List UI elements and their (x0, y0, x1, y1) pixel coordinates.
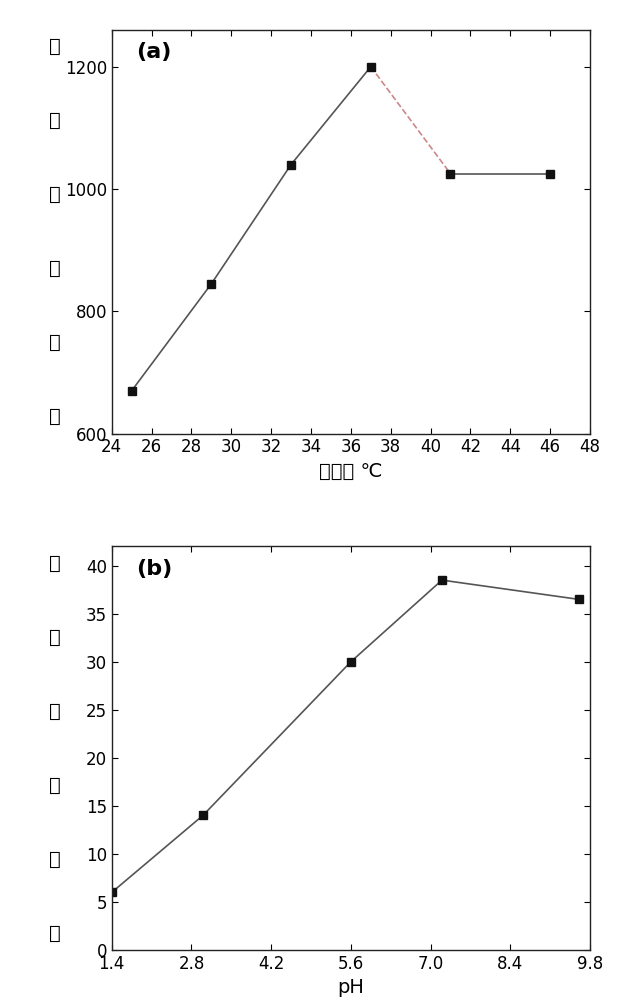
Text: 吸: 吸 (48, 407, 60, 426)
X-axis label: pH: pH (337, 978, 365, 997)
X-axis label: 温度， ℃: 温度， ℃ (319, 462, 383, 481)
Text: 倍: 倍 (48, 259, 60, 278)
Text: ，: ， (48, 628, 60, 647)
Text: 吸: 吸 (48, 924, 60, 943)
Text: 水: 水 (48, 333, 60, 352)
Text: 水: 水 (48, 850, 60, 869)
Text: ，: ， (48, 111, 60, 130)
Text: 倍: 倍 (48, 554, 60, 573)
Text: 率: 率 (48, 702, 60, 721)
Text: 倍: 倍 (48, 37, 60, 56)
Text: 率: 率 (48, 185, 60, 204)
Text: 倍: 倍 (48, 776, 60, 795)
Text: (a): (a) (135, 42, 171, 62)
Text: (b): (b) (135, 559, 172, 579)
